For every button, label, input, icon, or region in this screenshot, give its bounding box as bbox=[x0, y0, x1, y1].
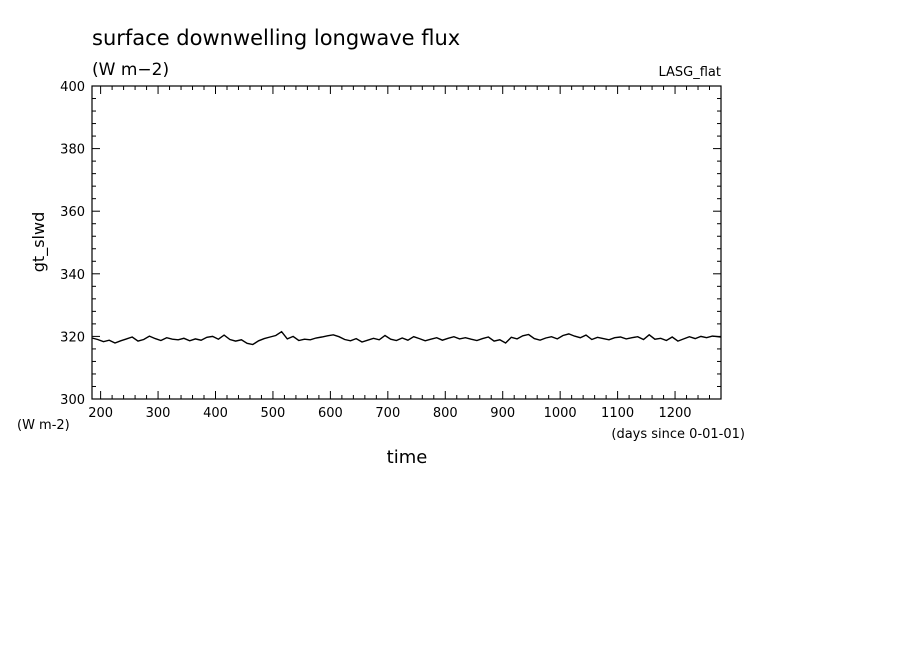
plot-frame bbox=[91, 85, 722, 400]
x-tick-label: 900 bbox=[490, 406, 515, 421]
y-tick-label: 380 bbox=[60, 143, 85, 158]
x-tick-label: 600 bbox=[318, 406, 343, 421]
y-tick-label: 360 bbox=[60, 205, 85, 220]
chart-title: surface downwelling longwave flux bbox=[92, 26, 460, 50]
y-tick-label: 300 bbox=[60, 393, 85, 408]
dataset-tag: LASG_flat bbox=[658, 65, 721, 80]
x-tick-label: 400 bbox=[203, 406, 228, 421]
x-tick-label: 700 bbox=[375, 406, 400, 421]
y-axis-units: (W m-2) bbox=[17, 418, 70, 433]
axis-tick-labels: 200 300 400 500 600 700 800 900 1000 1100 12003003… bbox=[60, 80, 691, 421]
x-tick-label: 500 bbox=[261, 406, 286, 421]
x-tick-label: 800 bbox=[433, 406, 458, 421]
x-axis-label: time bbox=[387, 447, 428, 468]
x-tick-label: 1100 bbox=[601, 406, 634, 421]
series-line bbox=[91, 330, 722, 346]
y-tick-label: 340 bbox=[60, 268, 85, 283]
title-units: (W m−2) bbox=[92, 60, 169, 80]
x-tick-label: 300 bbox=[146, 406, 171, 421]
axis-ticks bbox=[92, 85, 722, 400]
x-tick-label: 1200 bbox=[658, 406, 691, 421]
y-tick-label: 400 bbox=[60, 80, 85, 95]
y-tick-label: 320 bbox=[60, 330, 85, 345]
x-tick-label: 200 bbox=[88, 406, 113, 421]
x-axis-units: (days since 0-01-01) bbox=[611, 427, 745, 442]
x-tick-label: 1000 bbox=[544, 406, 577, 421]
y-axis-label: gt_slwd bbox=[29, 212, 49, 272]
